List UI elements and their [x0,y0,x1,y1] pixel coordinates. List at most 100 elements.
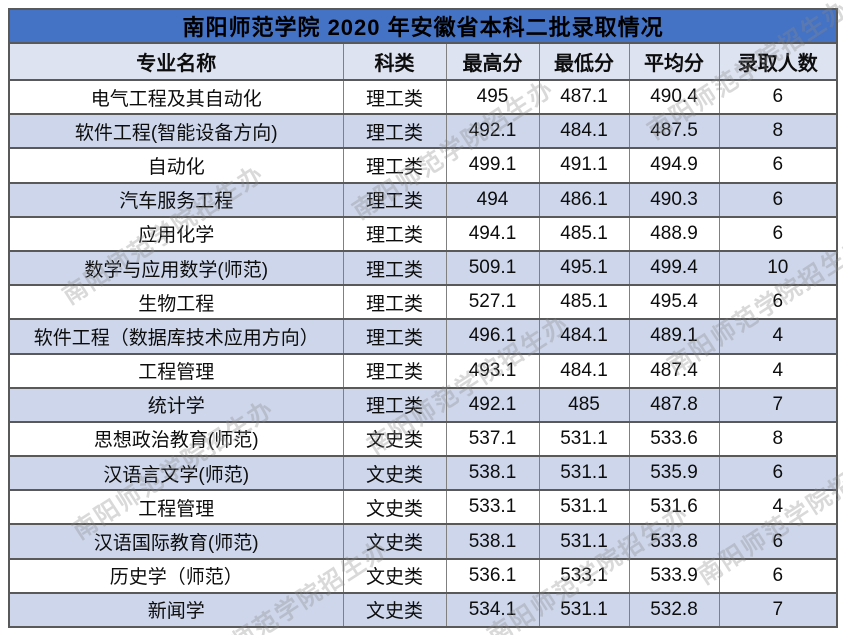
cell-subject-type: 文史类 [342,420,447,458]
cell-subject-type: 理工类 [342,318,447,355]
cell-avg-score: 487.5 [628,113,720,150]
cell-subject-type: 理工类 [342,352,447,389]
cell-min-score: 486.1 [538,181,630,218]
title-row: 南阳师范学院 2020 年安徽省本科二批录取情况 [8,8,838,44]
cell-avg-score: 494.9 [628,147,720,184]
table-row: 生物工程 理工类 527.1 485.1 495.4 6 [8,284,838,321]
cell-min-score: 531.1 [538,420,630,458]
cell-min-score: 485.1 [538,215,630,252]
cell-admit-count: 4 [718,318,838,355]
cell-subject-type: 理工类 [342,284,447,321]
table-row: 汉语言文学(师范) 文史类 538.1 531.1 535.9 6 [8,455,838,492]
cell-admit-count: 7 [718,591,838,629]
column-header-avg-score: 平均分 [628,42,720,81]
cell-subject-type: 理工类 [342,249,447,287]
table-row: 历史学（师范） 文史类 536.1 533.1 533.9 6 [8,557,838,594]
cell-major-name: 数学与应用数学(师范) [8,249,344,287]
cell-avg-score: 532.8 [628,591,720,629]
cell-min-score: 484.1 [538,318,630,355]
cell-avg-score: 531.6 [628,489,720,526]
cell-min-score: 533.1 [538,557,630,594]
cell-subject-type: 文史类 [342,591,447,629]
cell-admit-count: 4 [718,352,838,389]
cell-major-name: 工程管理 [8,489,344,526]
cell-subject-type: 文史类 [342,489,447,526]
cell-major-name: 汉语国际教育(师范) [8,523,344,560]
cell-subject-type: 理工类 [342,181,447,218]
cell-major-name: 应用化学 [8,215,344,252]
cell-admit-count: 6 [718,147,838,184]
cell-max-score: 495 [445,78,540,116]
table-row: 工程管理 文史类 533.1 531.1 531.6 4 [8,489,838,526]
cell-min-score: 495.1 [538,249,630,287]
cell-major-name: 汽车服务工程 [8,181,344,218]
cell-avg-score: 487.8 [628,386,720,423]
cell-avg-score: 487.4 [628,352,720,389]
cell-avg-score: 490.4 [628,78,720,116]
cell-subject-type: 理工类 [342,113,447,150]
cell-max-score: 496.1 [445,318,540,355]
cell-major-name: 新闻学 [8,591,344,629]
cell-subject-type: 理工类 [342,147,447,184]
cell-avg-score: 488.9 [628,215,720,252]
table-row: 电气工程及其自动化 理工类 495 487.1 490.4 6 [8,78,838,116]
cell-max-score: 536.1 [445,557,540,594]
cell-subject-type: 文史类 [342,455,447,492]
cell-admit-count: 6 [718,181,838,218]
table-row: 应用化学 理工类 494.1 485.1 488.9 6 [8,215,838,252]
table-title: 南阳师范学院 2020 年安徽省本科二批录取情况 [8,8,838,44]
cell-max-score: 534.1 [445,591,540,629]
cell-max-score: 494 [445,181,540,218]
cell-admit-count: 6 [718,557,838,594]
cell-max-score: 537.1 [445,420,540,458]
table-body: 电气工程及其自动化 理工类 495 487.1 490.4 6 软件工程(智能设备方向) 理工… [8,78,838,629]
admission-score-table: 南阳师范学院 2020 年安徽省本科二批录取情况 专业名称 科类 最高分 最低分 平均分… [8,8,839,629]
table-row: 汽车服务工程 理工类 494 486.1 490.3 6 [8,181,838,218]
table-row: 汉语国际教育(师范) 文史类 538.1 531.1 533.8 6 [8,523,838,560]
cell-max-score: 533.1 [445,489,540,526]
table-row: 软件工程（数据库技术应用方向） 理工类 496.1 484.1 489.1 4 [8,318,838,355]
cell-subject-type: 文史类 [342,557,447,594]
cell-major-name: 思想政治教育(师范) [8,420,344,458]
table-row: 数学与应用数学(师范) 理工类 509.1 495.1 499.4 10 [8,249,838,287]
cell-avg-score: 533.9 [628,557,720,594]
cell-admit-count: 8 [718,420,838,458]
column-header-min-score: 最低分 [538,42,630,81]
cell-major-name: 汉语言文学(师范) [8,455,344,492]
cell-admit-count: 6 [718,78,838,116]
cell-major-name: 历史学（师范） [8,557,344,594]
cell-min-score: 487.1 [538,78,630,116]
cell-max-score: 499.1 [445,147,540,184]
cell-admit-count: 4 [718,489,838,526]
cell-major-name: 软件工程(智能设备方向) [8,113,344,150]
cell-subject-type: 理工类 [342,215,447,252]
cell-max-score: 494.1 [445,215,540,252]
cell-max-score: 538.1 [445,455,540,492]
cell-min-score: 485.1 [538,284,630,321]
cell-major-name: 电气工程及其自动化 [8,78,344,116]
cell-min-score: 491.1 [538,147,630,184]
cell-admit-count: 6 [718,455,838,492]
cell-max-score: 538.1 [445,523,540,560]
cell-min-score: 531.1 [538,591,630,629]
cell-subject-type: 文史类 [342,523,447,560]
cell-avg-score: 495.4 [628,284,720,321]
cell-max-score: 492.1 [445,113,540,150]
table-row: 软件工程(智能设备方向) 理工类 492.1 484.1 487.5 8 [8,113,838,150]
column-header-subject-type: 科类 [342,42,447,81]
column-header-major-name: 专业名称 [8,42,344,81]
cell-min-score: 531.1 [538,455,630,492]
cell-min-score: 484.1 [538,352,630,389]
column-header-admit-count: 录取人数 [718,42,838,81]
cell-major-name: 工程管理 [8,352,344,389]
cell-admit-count: 6 [718,215,838,252]
cell-min-score: 484.1 [538,113,630,150]
cell-avg-score: 535.9 [628,455,720,492]
table-row: 新闻学 文史类 534.1 531.1 532.8 7 [8,591,838,629]
cell-avg-score: 533.6 [628,420,720,458]
cell-admit-count: 7 [718,386,838,423]
cell-min-score: 531.1 [538,489,630,526]
cell-min-score: 485 [538,386,630,423]
cell-major-name: 软件工程（数据库技术应用方向） [8,318,344,355]
